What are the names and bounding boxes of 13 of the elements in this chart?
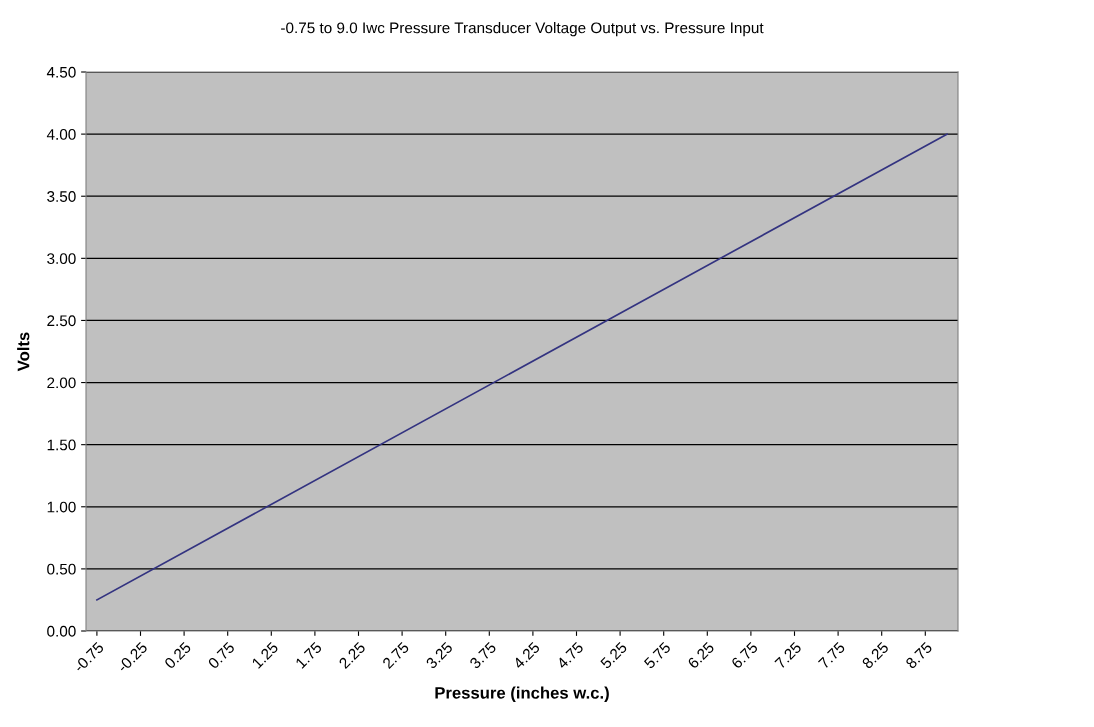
chart-title: -0.75 to 9.0 Iwc Pressure Transducer Voltage Output vs. Pressure Input: [281, 22, 764, 37]
y-tick-label: 1.50: [47, 439, 76, 451]
y-tick-label: 3.00: [47, 253, 76, 265]
y-axis-title: Volts: [17, 332, 30, 372]
y-tick-label: 2.50: [47, 315, 76, 327]
y-tick-label: 1.00: [47, 501, 76, 513]
y-tick-label: 0.00: [47, 625, 76, 637]
y-tick-label: 3.50: [47, 191, 76, 202]
y-tick-label: 4.00: [46, 128, 76, 140]
y-tick-label: 2.00: [47, 377, 76, 389]
x-axis-title: Pressure (inches w.c.): [435, 686, 609, 703]
y-tick-label: 4.50: [46, 66, 76, 78]
y-tick-label: 0.50: [47, 563, 76, 575]
